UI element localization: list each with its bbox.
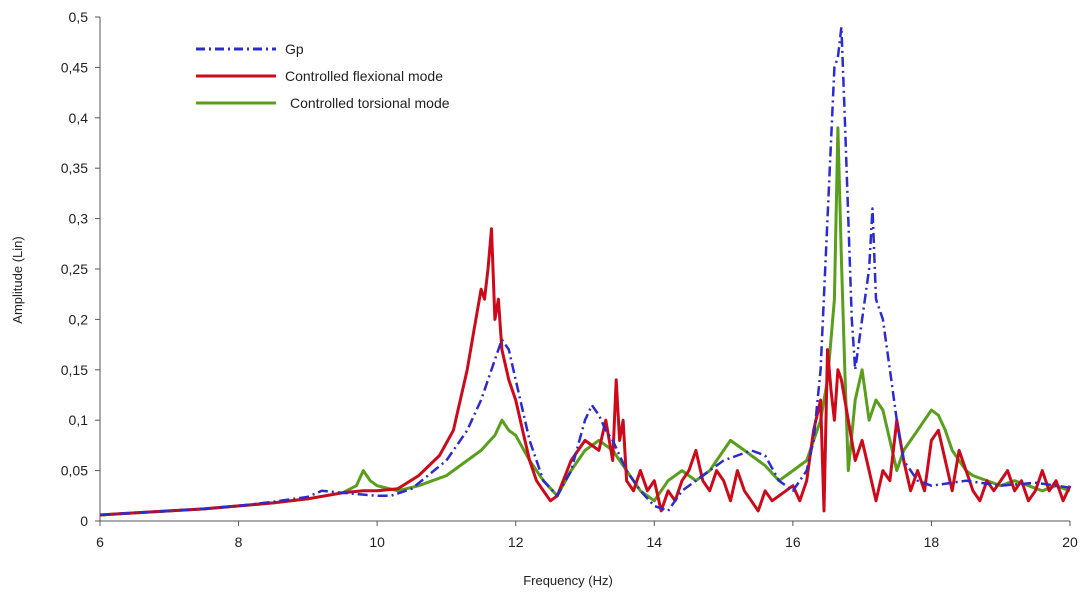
x-ticks: 6 8 10 12 14 16 18 20 [96, 521, 1078, 550]
x-tick-label: 8 [235, 534, 243, 550]
y-tick-label: 0,5 [69, 9, 89, 25]
series-line-flexional [99, 227, 1072, 517]
y-tick-label: 0,2 [69, 311, 89, 327]
legend: Gp Controlled flexional mode Controlled … [196, 41, 450, 111]
y-tick-label: 0,35 [61, 160, 88, 176]
legend-label-gp: Gp [285, 41, 304, 57]
y-tick-label: 0,45 [61, 59, 88, 75]
axes [99, 17, 1070, 522]
y-axis-title: Amplitude (Lin) [10, 236, 25, 323]
x-tick-label: 14 [646, 534, 662, 550]
x-axis-title: Frequency (Hz) [523, 573, 613, 588]
x-tick-label: 12 [508, 534, 524, 550]
legend-label-flexional: Controlled flexional mode [285, 68, 443, 84]
x-tick-label: 20 [1062, 534, 1078, 550]
legend-label-torsional: Controlled torsional mode [290, 95, 450, 111]
y-tick-label: 0,15 [61, 362, 88, 378]
y-tick-label: 0,3 [69, 211, 89, 227]
y-tick-label: 0,1 [69, 412, 89, 428]
y-tick-label: 0,05 [61, 463, 88, 479]
y-tick-label: 0,25 [61, 261, 88, 277]
x-tick-label: 18 [924, 534, 940, 550]
y-tick-label: 0,4 [69, 110, 89, 126]
series-line-torsional [99, 126, 1071, 517]
x-tick-label: 16 [785, 534, 801, 550]
series-line-gp [99, 25, 1071, 517]
x-tick-label: 10 [369, 534, 385, 550]
x-tick-label: 6 [96, 534, 104, 550]
y-tick-label: 0 [80, 513, 88, 529]
y-ticks: 0 0,05 0,1 0,15 0,2 0,25 0,3 0,35 0,4 0,45 0,5 [61, 9, 100, 529]
series-layer [99, 25, 1072, 517]
